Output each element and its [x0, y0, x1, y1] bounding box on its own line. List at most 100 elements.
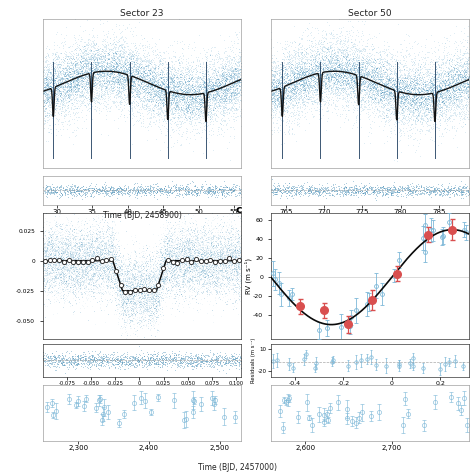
- Point: [164, 257, 172, 265]
- Point: [168, 190, 176, 197]
- Point: [188, 284, 195, 292]
- Point: [179, 63, 187, 71]
- Point: [340, 95, 347, 103]
- Point: [113, 62, 120, 70]
- Point: [168, 92, 175, 100]
- Point: [446, 80, 453, 88]
- Point: [386, 85, 394, 93]
- Point: [148, 288, 155, 295]
- Point: [290, 95, 298, 103]
- Point: [294, 68, 301, 76]
- Point: [233, 257, 240, 265]
- Point: [136, 74, 144, 82]
- Point: [359, 71, 366, 79]
- Point: [105, 255, 113, 262]
- Point: [149, 288, 156, 296]
- Point: [135, 73, 143, 81]
- Point: [75, 242, 83, 250]
- Point: [351, 83, 358, 91]
- Point: [115, 251, 123, 259]
- Point: [87, 285, 95, 293]
- Point: [413, 80, 421, 88]
- Point: [364, 74, 371, 82]
- Point: [309, 71, 316, 78]
- Point: [154, 294, 161, 302]
- Point: [346, 45, 354, 52]
- Point: [80, 274, 88, 282]
- Point: [183, 244, 191, 252]
- Point: [192, 105, 200, 112]
- Point: [277, 184, 284, 192]
- Point: [142, 78, 149, 85]
- Point: [126, 49, 134, 56]
- Point: [110, 60, 118, 67]
- Point: [125, 365, 132, 372]
- Point: [120, 301, 128, 309]
- Point: [187, 352, 194, 360]
- Point: [154, 111, 162, 118]
- Point: [150, 247, 158, 255]
- Point: [146, 326, 154, 333]
- Point: [52, 184, 59, 191]
- Point: [132, 283, 139, 290]
- Point: [359, 45, 367, 53]
- Point: [181, 270, 188, 278]
- Point: [67, 254, 75, 261]
- Point: [316, 75, 323, 82]
- Point: [165, 253, 173, 261]
- Point: [348, 22, 356, 30]
- Point: [401, 60, 409, 67]
- Point: [102, 206, 109, 213]
- Point: [151, 66, 159, 73]
- Point: [204, 84, 212, 91]
- Point: [86, 46, 93, 53]
- Point: [430, 81, 438, 88]
- Point: [207, 272, 215, 280]
- Point: [79, 266, 87, 274]
- Point: [274, 95, 282, 102]
- Point: [236, 286, 244, 294]
- Point: [410, 101, 418, 109]
- Point: [427, 69, 434, 76]
- Point: [465, 50, 473, 58]
- Point: [230, 302, 237, 310]
- Point: [159, 349, 166, 356]
- Point: [109, 274, 116, 282]
- Point: [315, 93, 322, 100]
- Point: [51, 278, 59, 285]
- Point: [188, 81, 196, 88]
- Point: [188, 240, 195, 248]
- Point: [273, 64, 280, 71]
- Point: [180, 255, 187, 263]
- Point: [457, 63, 465, 70]
- Point: [116, 89, 123, 96]
- Point: [421, 95, 429, 103]
- Point: [268, 100, 276, 107]
- Point: [439, 88, 447, 95]
- Point: [402, 90, 410, 98]
- Point: [191, 248, 198, 255]
- Point: [434, 90, 442, 97]
- Point: [74, 50, 82, 58]
- Point: [48, 252, 55, 259]
- Point: [94, 226, 101, 233]
- Point: [164, 91, 171, 98]
- Point: [118, 271, 126, 278]
- Point: [189, 85, 197, 92]
- Point: [328, 101, 335, 109]
- Point: [414, 97, 422, 105]
- Point: [138, 84, 146, 91]
- Point: [126, 284, 134, 292]
- Point: [287, 76, 295, 84]
- Point: [341, 76, 348, 84]
- Point: [192, 108, 200, 115]
- Point: [124, 289, 131, 297]
- Point: [115, 60, 122, 67]
- Point: [59, 96, 67, 103]
- Point: [200, 103, 208, 111]
- Point: [331, 50, 339, 58]
- Point: [417, 98, 424, 106]
- Point: [72, 76, 80, 84]
- Point: [361, 103, 368, 111]
- Point: [346, 84, 354, 92]
